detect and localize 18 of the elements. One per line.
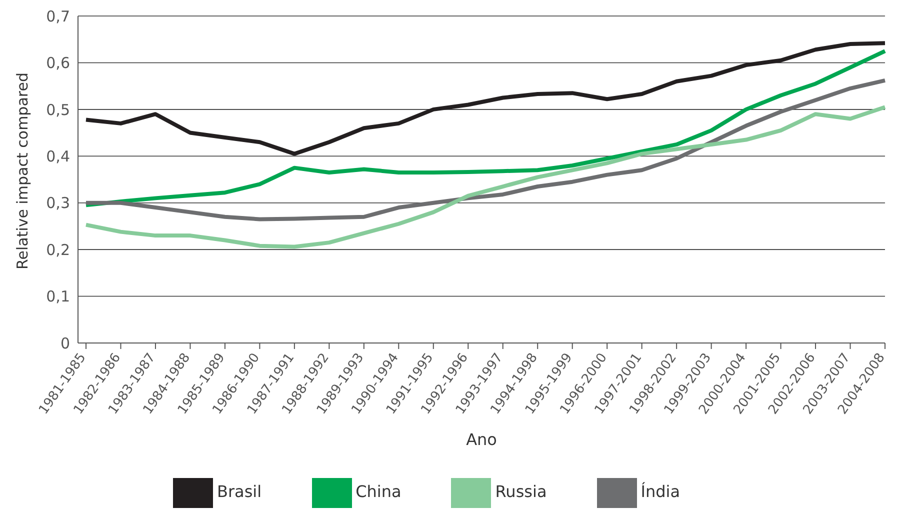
line-series	[84, 49, 887, 208]
legend-label: Russia	[495, 482, 547, 502]
line-series	[84, 41, 887, 156]
y-tick-label: 0	[60, 334, 70, 352]
y-tick-label: 0,4	[46, 147, 70, 166]
y-tick-label: 0,5	[46, 100, 70, 119]
y-axis-title: Relative impact compared	[13, 72, 32, 270]
legend-label: China	[356, 482, 402, 502]
legend-label: Índia	[640, 482, 680, 502]
legend-label: Brasil	[216, 482, 262, 502]
y-tick-label: 0,1	[46, 288, 70, 306]
y-tick-label: 0,7	[46, 7, 70, 26]
x-axis-title: Ano	[466, 430, 497, 449]
y-tick-label: 0,6	[46, 54, 70, 72]
y-tick-label: 0,3	[46, 194, 70, 212]
line-series	[84, 78, 887, 222]
y-tick-label: 0,2	[46, 240, 70, 259]
line-series	[84, 105, 887, 249]
